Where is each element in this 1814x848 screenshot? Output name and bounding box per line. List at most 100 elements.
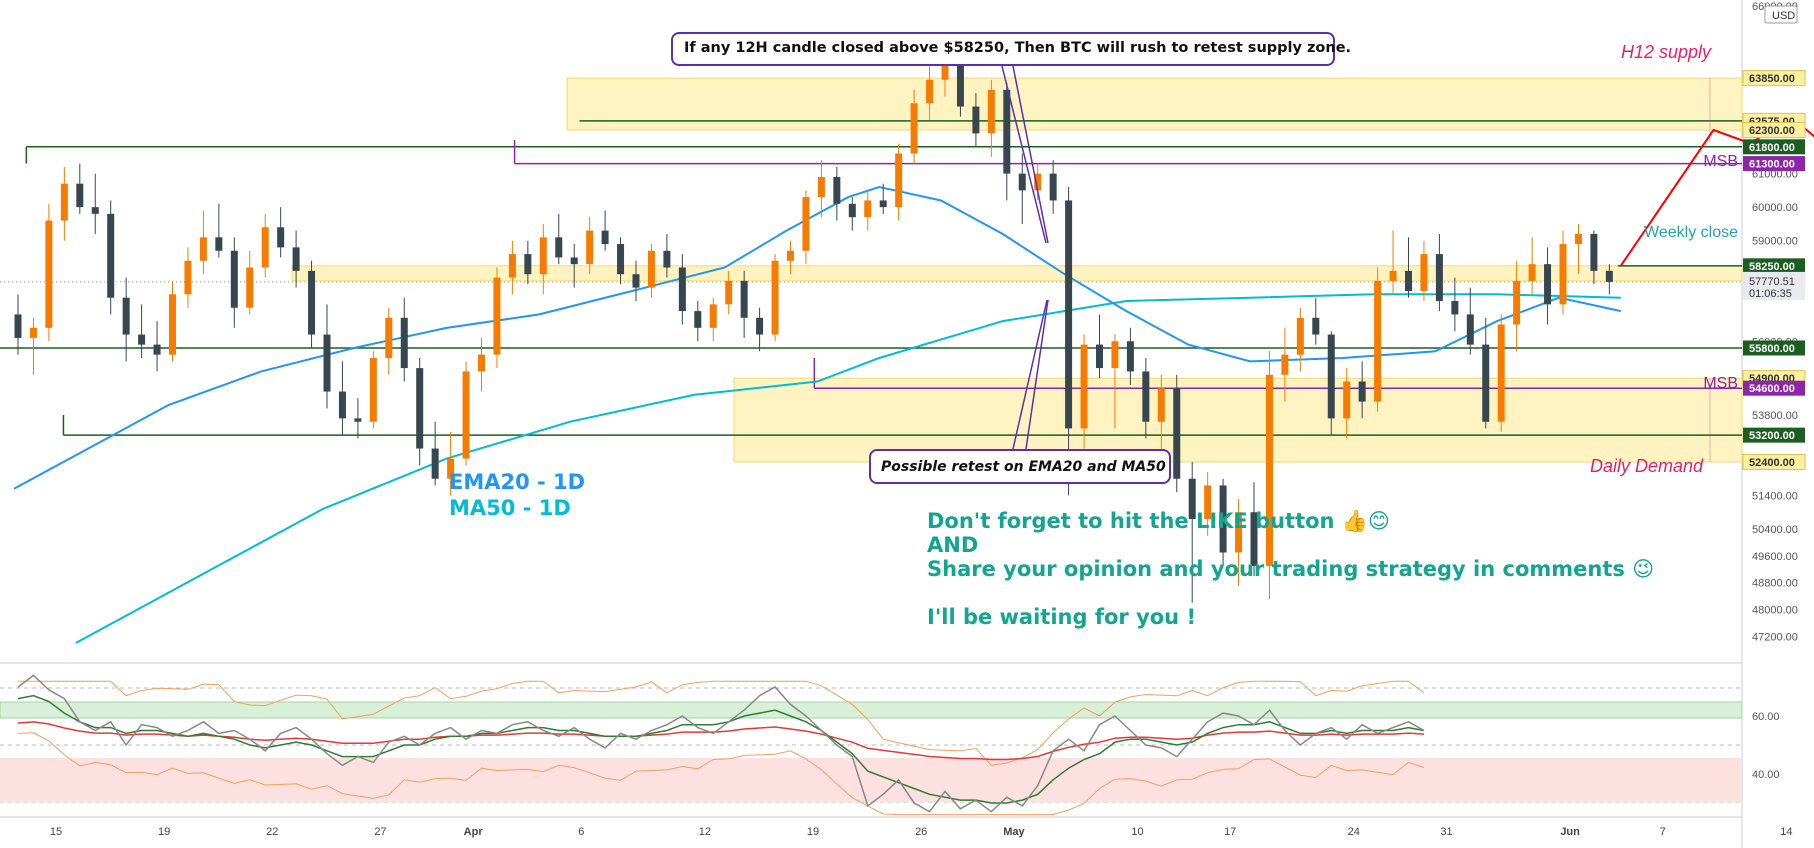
candle-body [493, 277, 501, 355]
candle-body [230, 250, 238, 308]
rsi-axis-label: 40.00 [1752, 769, 1780, 781]
candle-body [694, 311, 702, 328]
candle [987, 79, 995, 157]
price-level-tag [1742, 122, 1806, 139]
candle [478, 337, 485, 392]
price-level-label: 61800.00 [1749, 142, 1795, 154]
candle [184, 247, 192, 308]
msb-lower-label: MSB [1703, 375, 1738, 392]
candle [555, 213, 563, 265]
price-level-tag [1743, 340, 1805, 356]
candle [1049, 160, 1057, 214]
time-axis-label: 27 [374, 826, 386, 838]
waiting-message: I'll be waiting for you ! [927, 605, 1197, 629]
candle [91, 173, 99, 234]
candle-body [1405, 270, 1412, 291]
candle-body [802, 197, 810, 251]
candle-body [987, 89, 995, 134]
price-level-tag [1743, 427, 1805, 443]
candle-body [184, 260, 192, 295]
candle [107, 200, 115, 315]
candle [354, 398, 362, 439]
time-axis-label: May [1003, 826, 1025, 838]
price-level-label: 62300.00 [1749, 125, 1795, 137]
candle-body [91, 207, 99, 214]
candle [1343, 368, 1351, 439]
h12-supply-zone [566, 77, 1743, 131]
rsi-overbought-band [0, 701, 1743, 719]
projection [1619, 115, 1814, 267]
price-axis-label: 48000.00 [1752, 604, 1798, 616]
candle [246, 250, 254, 315]
currency-label: USD [1772, 10, 1795, 22]
candle-body [647, 250, 655, 288]
candle [431, 421, 439, 486]
candle-body [756, 317, 764, 335]
candle-body [539, 237, 547, 275]
candle [771, 254, 779, 342]
candle [1389, 230, 1397, 295]
candle-body [1574, 233, 1582, 245]
price-level-label: 58250.00 [1749, 261, 1795, 273]
horizontal-levels [0, 120, 1742, 436]
candle [601, 210, 609, 251]
time-axis-label: 12 [699, 826, 711, 838]
candle-body [338, 391, 346, 419]
rsi-axis-label: 60.00 [1752, 711, 1780, 723]
candle [261, 213, 269, 278]
candle [1374, 267, 1382, 412]
candle [663, 233, 671, 278]
price-level-label: 61300.00 [1749, 159, 1795, 171]
price-axis-label: 48800.00 [1752, 578, 1798, 590]
candle [539, 223, 547, 295]
candle [122, 277, 130, 362]
rsi-line [17, 674, 1425, 813]
candle-body [354, 418, 362, 422]
time-axis-label: Apr [464, 826, 484, 838]
candle [1281, 327, 1289, 402]
candle-body [1482, 344, 1490, 422]
candle [617, 237, 625, 285]
candle [787, 240, 794, 275]
candle-body [663, 250, 671, 268]
time-axis-label: 14 [1780, 826, 1792, 838]
price-axis-label: 61000.00 [1752, 169, 1798, 181]
candle [1188, 461, 1196, 603]
price-level-tag [1742, 70, 1806, 87]
candle-body [787, 250, 794, 261]
candle [369, 351, 377, 429]
candle-body [1173, 388, 1181, 479]
candle-body [1296, 317, 1304, 355]
candle [1358, 361, 1366, 419]
current-price-tag [1743, 271, 1805, 300]
rsi-upper-band [18, 680, 1425, 766]
price-axis-label: 59000.00 [1752, 236, 1798, 248]
candle [1142, 358, 1150, 439]
rsi-lower-band [17, 732, 1425, 816]
candle [1065, 187, 1073, 496]
time-axis-label: 19 [158, 826, 170, 838]
candle-body [45, 220, 53, 328]
candle [1420, 240, 1428, 302]
candle [972, 93, 980, 147]
share-message: Share your opinion and your trading stra… [927, 557, 1655, 581]
candle [864, 190, 872, 231]
candle-body [60, 183, 68, 221]
candle [1513, 260, 1521, 352]
candle-body [926, 79, 934, 104]
candle-body [1605, 270, 1613, 282]
candle-body [1513, 280, 1521, 325]
candle-body [169, 294, 176, 355]
candle [895, 143, 903, 221]
candle [1574, 223, 1582, 275]
candle [647, 244, 655, 298]
candle [725, 270, 733, 315]
candle [308, 260, 316, 348]
candle-body [478, 354, 485, 372]
candle-body [29, 327, 37, 338]
price-level-label: 53200.00 [1749, 430, 1795, 442]
candle-body [1559, 244, 1567, 305]
candle [169, 280, 176, 362]
candle-body [1096, 344, 1103, 369]
